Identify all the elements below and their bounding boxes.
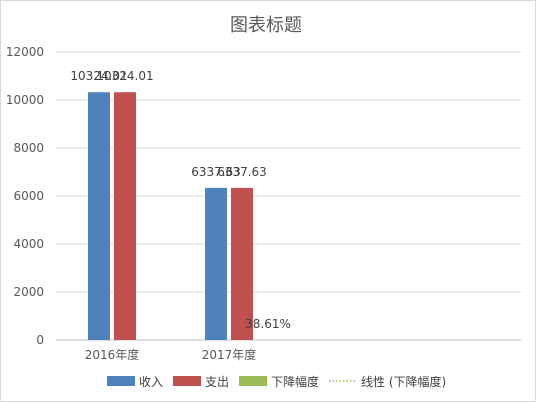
bar-支出 [114,92,136,340]
legend-swatch [173,376,201,386]
y-tick-label: 0 [36,333,44,347]
legend-label: 支出 [205,375,229,389]
y-tick-label: 8000 [13,141,44,155]
legend-label: 收入 [139,375,163,389]
legend-label: 下降幅度 [271,374,319,389]
bar-收入 [205,188,227,340]
x-tick-label: 2016年度 [85,347,140,362]
y-tick-label: 2000 [13,285,44,299]
y-tick-label: 4000 [13,237,44,251]
y-tick-label: 12000 [6,45,44,59]
data-label: 10324.01 [96,69,153,83]
bars-layer [88,92,279,340]
legend-label: 线性 (下降幅度) [361,374,446,389]
legend-swatch [107,376,135,386]
bar-收入 [88,92,110,340]
data-label: 6337.63 [217,165,267,179]
data-label: 38.61% [245,317,291,331]
y-tick-label: 6000 [13,189,44,203]
legend: 收入 支出 下降幅度 线性 (下降幅度) [107,374,446,389]
y-tick-label: 10000 [6,93,44,107]
chart-title: 图表标题 [230,15,302,36]
x-tick-label: 2017年度 [202,347,257,362]
legend-swatch [239,376,267,386]
